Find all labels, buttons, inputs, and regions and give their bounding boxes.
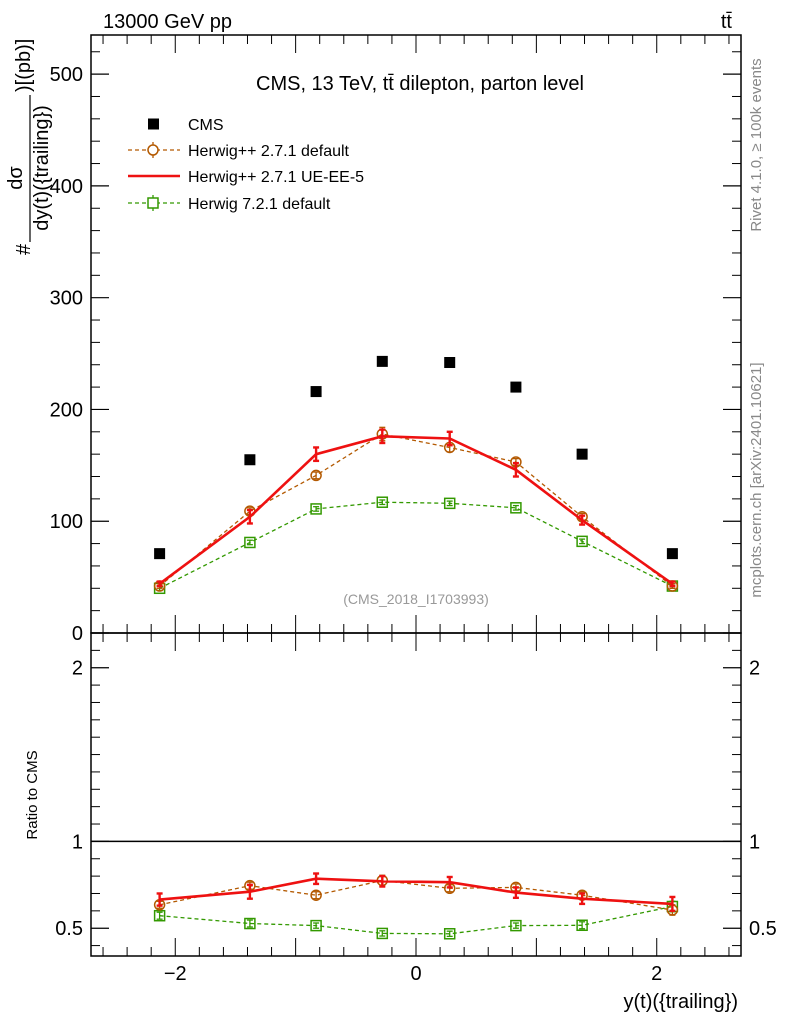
energy-label: 13000 GeV pp (103, 11, 232, 33)
y-tick-label: 0 (72, 623, 83, 645)
series-line (159, 433, 673, 587)
x-tick-label: −2 (164, 963, 187, 985)
series-line (158, 434, 674, 585)
cms-data-point (666, 548, 678, 560)
herwig7-point (376, 927, 389, 940)
y-tick-label: 500 (50, 64, 83, 86)
y-tick-label: 300 (50, 288, 83, 310)
main-series-layer (153, 355, 679, 595)
process-label: tt̄ (721, 11, 733, 33)
mcplots-label: mcplots.cern.ch [arXiv:2401.10621] (748, 362, 765, 597)
y-tick-label: 100 (50, 511, 83, 533)
ratio-y-tick-label: 2 (72, 658, 83, 680)
herwig7-point (443, 928, 456, 940)
legend-marker-cms (148, 118, 159, 130)
series-line (159, 501, 673, 589)
herwig7-point (310, 919, 322, 932)
series-line (159, 905, 673, 935)
x-tick-label: 0 (410, 963, 421, 985)
y-tick-label: 400 (50, 176, 83, 198)
y-axis-label: # dσ dy(t)({trailing}) )[(pb)] (5, 39, 53, 255)
herwig7-point (244, 917, 256, 930)
cms-data-point (244, 454, 256, 466)
y-tick-label: 200 (50, 399, 83, 421)
herwigpp-default-point (310, 889, 322, 901)
herwig7-point (244, 536, 256, 549)
herwig7-point (576, 919, 588, 932)
legend-label: CMS (188, 117, 224, 134)
ratio-series-layer (153, 872, 679, 940)
legend: CMS Herwig++ 2.7.1 default Herwig++ 2.7.1 … (128, 117, 364, 213)
y-label-suffix: )[(pb)] (13, 39, 35, 92)
series-line (159, 877, 673, 906)
series-line (159, 879, 673, 911)
herwig7-point (510, 919, 522, 932)
cms-data-point (444, 357, 456, 369)
herwig7-point (510, 502, 522, 514)
y-label-prefix: # (13, 243, 35, 255)
ratio-y-tick-label-right: 0.5 (749, 918, 777, 940)
ratio-y-tick-label: 1 (72, 831, 83, 853)
ratio-y-label: Ratio to CMS (24, 750, 41, 839)
legend-label: Herwig++ 2.7.1 UE-EE-5 (188, 169, 364, 186)
herwigpp-default-point (310, 469, 322, 482)
cms-data-point (154, 548, 166, 560)
ratio-y-tick-label-right: 1 (749, 831, 760, 853)
x-axis-label: y(t)({trailing}) (624, 991, 738, 1013)
legend-marker-square (147, 197, 159, 209)
herwig7-point (153, 909, 166, 922)
herwig7-point (376, 496, 389, 508)
cms-data-point (310, 386, 322, 398)
cms-data-point (576, 448, 588, 460)
herwig7-point (576, 535, 588, 548)
y-label-denominator: dy(t)({trailing}) (31, 105, 53, 231)
main-y-axis: 0 100 200 300 400 500 (50, 51, 741, 645)
legend-marker-circle (147, 144, 159, 156)
main-x-ticks (102, 35, 730, 633)
cms-data-point (376, 355, 388, 367)
cms-data-point (510, 381, 522, 393)
ratio-panel: 0.5 0.5 1 1 2 2 −2 0 2 Ratio to CMS y(t)({trail… (24, 632, 777, 1013)
chart-title: CMS, 13 TeV, tt̄ dilepton, parton level (256, 73, 584, 95)
ratio-x-axis: −2 0 2 (102, 633, 730, 985)
ratio-y-axis: 0.5 0.5 1 1 2 2 (55, 649, 777, 947)
main-panel: CMS, 13 TeV, tt̄ dilepton, parton level … (5, 34, 742, 645)
herwig7-point (443, 497, 456, 510)
ratio-y-tick-label-right: 2 (749, 658, 760, 680)
ratio-y-tick-label: 0.5 (55, 918, 83, 940)
rivet-version-label: Rivet 4.1.0, ≥ 100k events (748, 58, 765, 231)
analysis-watermark: (CMS_2018_I1703993) (343, 591, 489, 607)
legend-label: Herwig 7.2.1 default (188, 196, 331, 213)
x-tick-label: 2 (651, 963, 662, 985)
y-label-numerator: dσ (5, 166, 27, 190)
herwig7-point (310, 503, 322, 515)
ratio-frame (90, 632, 742, 957)
legend-label: Herwig++ 2.7.1 default (188, 143, 350, 160)
